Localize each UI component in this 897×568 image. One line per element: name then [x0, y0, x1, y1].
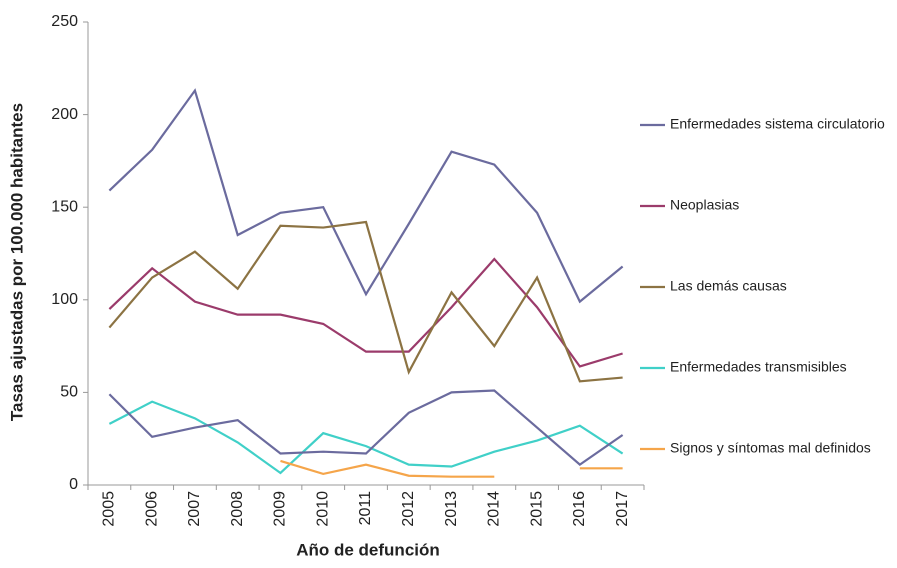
x-tick-label: 2006 — [143, 491, 160, 527]
x-tick-label: 2008 — [229, 491, 246, 527]
x-tick-label: 2011 — [357, 491, 374, 526]
x-tick-label: 2010 — [314, 491, 331, 527]
y-tick-label: 200 — [51, 106, 78, 123]
legend-label: Enfermedades sistema circulatorio — [670, 116, 885, 132]
x-tick-label: 2015 — [528, 491, 545, 527]
series-line — [108, 257, 623, 368]
x-tick-label: 2016 — [571, 491, 588, 527]
y-tick-label: 100 — [51, 291, 78, 308]
y-tick-label: 250 — [51, 13, 78, 30]
series-line — [108, 389, 624, 467]
legend-label: Signos y síntomas mal definidos — [670, 440, 871, 456]
legend-label: Neoplasias — [670, 197, 739, 213]
series-line — [108, 88, 624, 304]
x-tick-label: 2005 — [101, 491, 118, 527]
x-axis-title: Año de defunción — [296, 540, 440, 559]
y-axis-title: Tasas ajustadas por 100.000 habitantes — [7, 103, 26, 421]
legend-label: Enfermedades transmisibles — [670, 359, 847, 375]
series-line — [280, 459, 623, 478]
series-line — [108, 400, 624, 475]
x-tick-label: 2014 — [486, 491, 503, 527]
y-tick-label: 0 — [69, 476, 78, 493]
y-tick-label: 150 — [51, 198, 78, 215]
series-line — [108, 220, 623, 383]
x-tick-label: 2013 — [443, 491, 460, 527]
x-tick-label: 2017 — [614, 491, 631, 527]
x-tick-label: 2009 — [272, 491, 289, 527]
legend-label: Las demás causas — [670, 278, 787, 294]
x-tick-label: 2012 — [400, 491, 417, 527]
x-tick-label: 2007 — [186, 491, 203, 527]
y-tick-label: 50 — [60, 384, 78, 401]
